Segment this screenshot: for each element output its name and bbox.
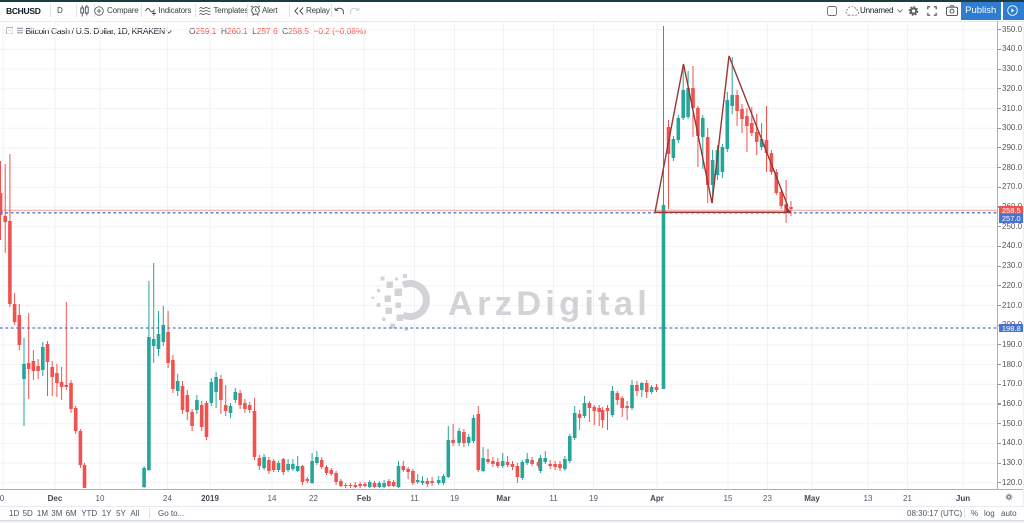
svg-text:ArzDigital: ArzDigital xyxy=(448,285,651,323)
